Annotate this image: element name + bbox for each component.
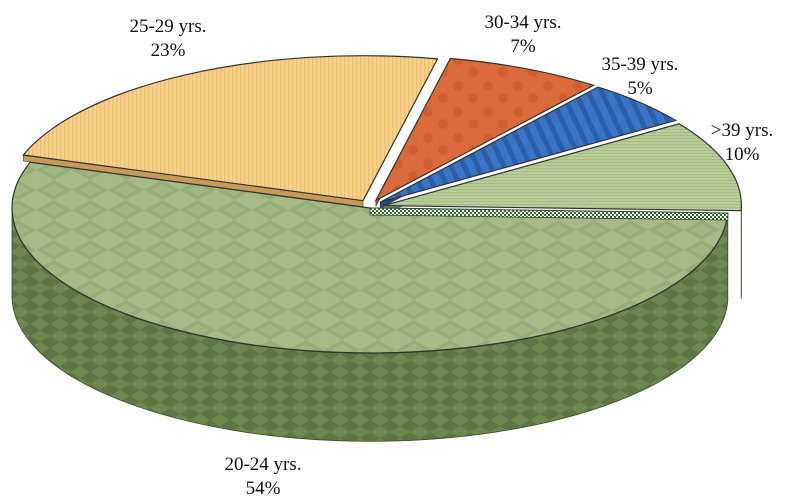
slice-category-label: 25-29 yrs. bbox=[129, 16, 206, 37]
slice-category-label: 20-24 yrs. bbox=[224, 454, 301, 475]
pie-slice-0 bbox=[11, 161, 729, 354]
pie-slice-3 bbox=[379, 86, 678, 203]
slice-value-label: 23% bbox=[151, 40, 186, 61]
pie-slice-1 bbox=[22, 55, 439, 202]
slice-value-label: 10% bbox=[725, 144, 760, 165]
slice-value-label: 5% bbox=[627, 78, 653, 99]
slice-value-label: 54% bbox=[246, 478, 281, 499]
pie-slice-4 bbox=[383, 123, 743, 212]
slice-value-label: 7% bbox=[510, 36, 536, 57]
pie-slice-band-0 bbox=[369, 207, 729, 221]
pie-slices bbox=[11, 55, 743, 442]
pie-labels: 20-24 yrs. 54% 25-29 yrs. 23% 30-34 yrs. 7% 35… bbox=[129, 12, 773, 499]
slice-category-label: 35-39 yrs. bbox=[601, 54, 678, 75]
slice-category-label: 30-34 yrs. bbox=[484, 12, 561, 33]
pie-slice-2 bbox=[374, 57, 596, 202]
slice-category-label: >39 yrs. bbox=[711, 120, 773, 141]
